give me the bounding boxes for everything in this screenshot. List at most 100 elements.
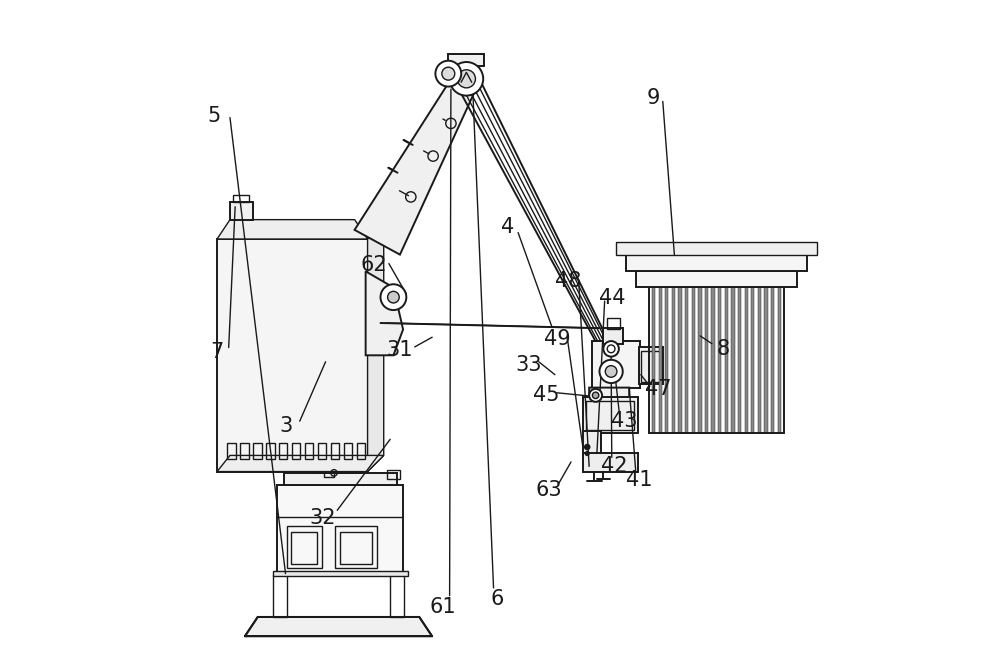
Circle shape (388, 291, 399, 303)
Bar (344, 443, 352, 459)
Bar (636, 271, 797, 287)
Bar (731, 287, 735, 433)
Bar (652, 287, 655, 433)
Bar (233, 195, 249, 202)
Polygon shape (355, 72, 478, 255)
Bar (266, 443, 275, 459)
Bar (273, 571, 408, 576)
Circle shape (435, 61, 461, 87)
Bar (672, 287, 675, 433)
Bar (718, 287, 721, 433)
Bar (649, 287, 784, 433)
Circle shape (605, 366, 617, 377)
Circle shape (592, 392, 599, 399)
Text: 5: 5 (208, 107, 221, 126)
Bar (284, 473, 397, 484)
Bar (616, 242, 817, 255)
Bar (240, 443, 249, 459)
Polygon shape (589, 388, 629, 401)
Bar (273, 575, 287, 617)
Bar (230, 202, 253, 220)
Circle shape (603, 341, 619, 357)
Bar (305, 443, 313, 459)
Polygon shape (245, 617, 432, 636)
Bar (357, 443, 365, 459)
Polygon shape (366, 271, 403, 355)
Bar (692, 287, 695, 433)
Circle shape (585, 444, 590, 450)
Bar (678, 287, 682, 433)
Text: 4: 4 (501, 218, 514, 237)
Bar (277, 484, 403, 575)
Bar (758, 287, 761, 433)
Bar (227, 443, 236, 459)
Text: 6: 6 (490, 590, 503, 609)
Bar (698, 287, 702, 433)
Circle shape (457, 70, 475, 88)
Bar (387, 470, 400, 479)
Bar (659, 287, 662, 433)
Text: 9: 9 (647, 89, 660, 108)
Bar (685, 287, 688, 433)
Bar (705, 287, 708, 433)
Bar (771, 287, 774, 433)
Bar (253, 443, 262, 459)
Text: 7: 7 (210, 342, 224, 362)
Bar (778, 287, 781, 433)
Bar (586, 401, 634, 430)
Text: 3: 3 (279, 417, 292, 436)
Bar (751, 287, 754, 433)
Circle shape (442, 67, 455, 80)
Circle shape (599, 360, 623, 383)
Polygon shape (217, 239, 368, 472)
Bar (583, 431, 601, 455)
Text: 32: 32 (309, 508, 336, 528)
Polygon shape (217, 220, 368, 239)
Bar (324, 469, 334, 477)
Bar (583, 453, 638, 472)
Bar (745, 287, 748, 433)
Bar (738, 287, 741, 433)
Text: 49: 49 (544, 329, 570, 349)
Text: 33: 33 (516, 355, 542, 375)
Text: 45: 45 (533, 386, 560, 405)
Bar (291, 532, 317, 564)
Circle shape (589, 389, 602, 402)
Bar (764, 287, 768, 433)
Bar (340, 532, 372, 564)
Bar (390, 575, 404, 617)
Bar (292, 443, 300, 459)
Bar (287, 526, 322, 568)
Polygon shape (217, 455, 384, 472)
Text: 43: 43 (611, 412, 638, 431)
Text: 31: 31 (387, 340, 413, 360)
Bar (607, 318, 620, 329)
Bar (665, 287, 668, 433)
Text: 62: 62 (361, 255, 387, 275)
Bar (448, 54, 484, 66)
Text: 63: 63 (535, 480, 562, 499)
Text: 61: 61 (430, 598, 456, 617)
Text: 42: 42 (601, 457, 628, 476)
Circle shape (450, 62, 483, 96)
Bar (641, 351, 661, 382)
Bar (603, 328, 623, 344)
Circle shape (585, 452, 589, 455)
Bar (319, 459, 361, 473)
Text: 44: 44 (599, 289, 625, 308)
Text: 41: 41 (626, 470, 652, 490)
Bar (711, 287, 715, 433)
Bar (335, 526, 377, 568)
Bar (279, 443, 287, 459)
Bar (725, 287, 728, 433)
Text: 8: 8 (716, 339, 729, 359)
Bar (318, 443, 326, 459)
Polygon shape (368, 223, 384, 472)
Text: 47: 47 (645, 379, 672, 399)
Bar (331, 443, 339, 459)
Text: 48: 48 (555, 271, 581, 291)
Bar (639, 347, 663, 384)
Bar (583, 397, 638, 433)
Bar (626, 255, 807, 271)
Bar (592, 341, 640, 388)
